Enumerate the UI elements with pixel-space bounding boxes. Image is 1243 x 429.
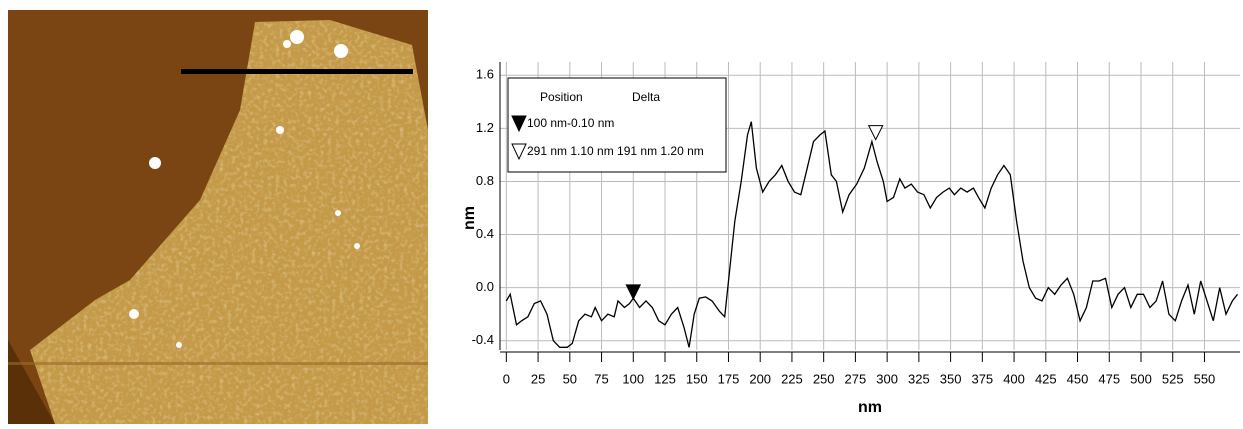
cursor-marker xyxy=(625,284,642,301)
x-tick-label: 375 xyxy=(971,371,993,386)
y-tick-label: 0.4 xyxy=(476,226,494,241)
x-tick-label: 75 xyxy=(594,371,608,386)
x-tick-label: 100 xyxy=(622,371,644,386)
afm-image xyxy=(8,10,428,424)
x-tick-label: 250 xyxy=(813,371,835,386)
x-tick-label: 350 xyxy=(940,371,962,386)
x-tick-label: 325 xyxy=(908,371,930,386)
legend-symbol xyxy=(511,115,527,133)
plot-area: nm nm xyxy=(461,206,882,416)
legend-symbol xyxy=(511,143,527,161)
legend-box xyxy=(507,77,727,173)
legend-row: 291 nm 1.10 nm 191 nm 1.20 nm xyxy=(527,144,704,158)
x-tick-label: 400 xyxy=(1003,371,1025,386)
x-tick-label: 450 xyxy=(1067,371,1089,386)
x-tick-label: 300 xyxy=(876,371,898,386)
x-tick-label: 0 xyxy=(503,371,510,386)
x-tick-label: 425 xyxy=(1035,371,1057,386)
legend-row: 100 nm-0.10 nm xyxy=(527,116,614,130)
y-tick-label: 1.2 xyxy=(476,120,494,135)
y-tick-label: 0.8 xyxy=(476,173,494,188)
legend-header: Position xyxy=(540,90,583,104)
x-tick-label: 225 xyxy=(781,371,803,386)
x-tick-label: 500 xyxy=(1130,371,1152,386)
x-tick-label: 475 xyxy=(1098,371,1120,386)
x-tick-label: 175 xyxy=(718,371,740,386)
y-tick-label: 0.0 xyxy=(476,279,494,294)
x-axis-label: nm xyxy=(858,399,882,416)
x-tick-label: 150 xyxy=(686,371,708,386)
y-axis-label: nm xyxy=(461,206,478,230)
y-tick-label: -0.4 xyxy=(472,332,494,347)
x-tick-label: 275 xyxy=(845,371,867,386)
profile-line xyxy=(505,121,1239,348)
legend-header: Delta xyxy=(632,90,660,104)
x-tick-label: 25 xyxy=(531,371,545,386)
x-tick-label: 550 xyxy=(1194,371,1216,386)
x-tick-label: 50 xyxy=(563,371,577,386)
x-tick-label: 200 xyxy=(749,371,771,386)
x-tick-label: 525 xyxy=(1162,371,1184,386)
cursor-marker xyxy=(867,125,884,141)
x-tick-label: 125 xyxy=(654,371,676,386)
y-tick-label: 1.6 xyxy=(476,67,494,82)
